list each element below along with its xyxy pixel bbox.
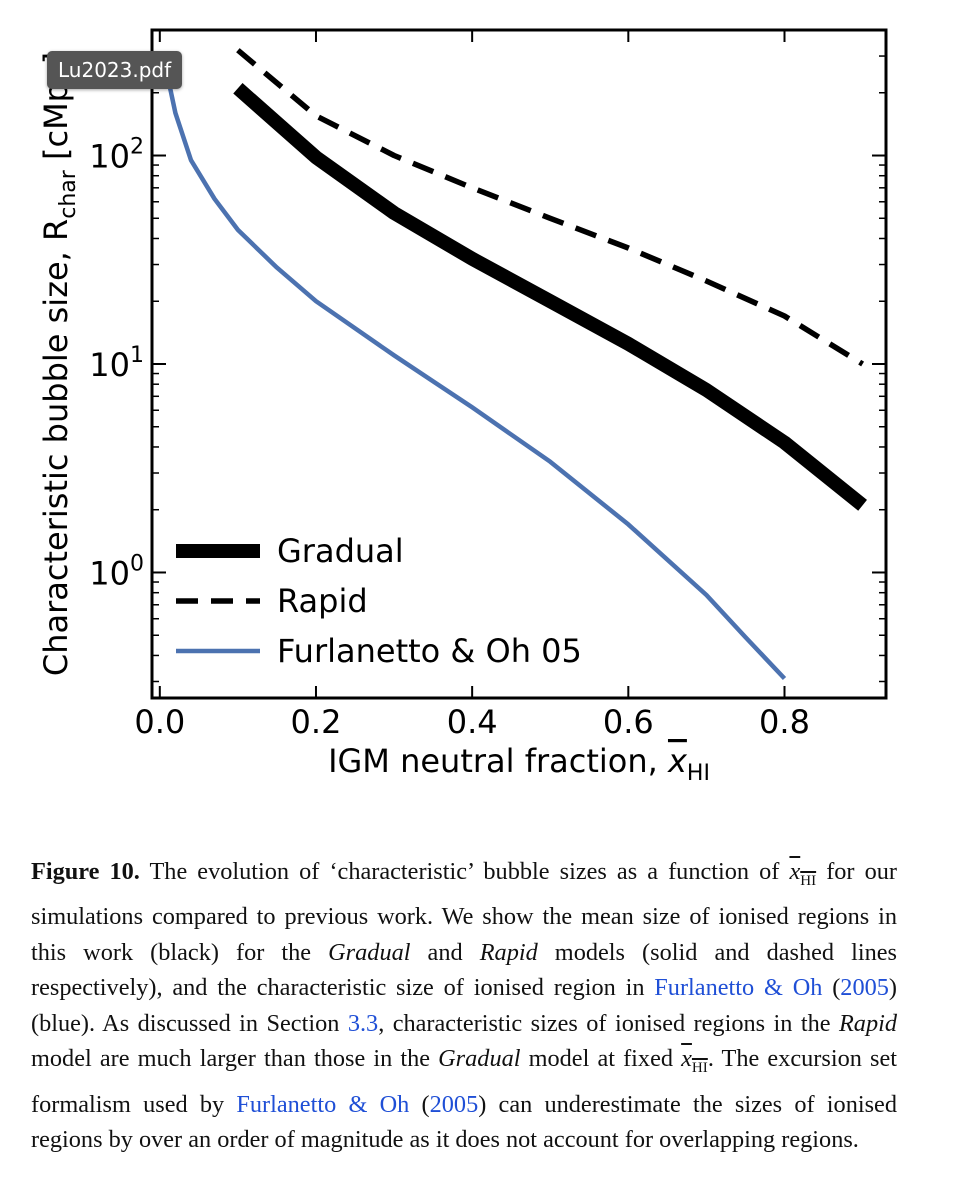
citation-link-year[interactable]: 2005: [840, 974, 889, 1002]
filename-tooltip: Lu2023.pdf: [47, 51, 183, 89]
legend-label: Furlanetto & Oh 05: [277, 632, 582, 670]
caption-text: model are much larger than those in the: [31, 1045, 439, 1073]
x-tick-label: 0.0: [134, 703, 185, 741]
caption-text: (: [409, 1090, 430, 1118]
caption-text: model at fixed: [520, 1045, 682, 1073]
x-tick-label: 0.6: [603, 703, 654, 741]
citation-link-year[interactable]: 2005: [429, 1090, 479, 1118]
caption-model-name: Rapid: [479, 938, 538, 966]
figure-caption: Figure 10. The evolution of ‘characteris…: [31, 854, 897, 1158]
caption-figure-label: Figure 10.: [31, 858, 140, 885]
chart-figure: 0.0 0.2 0.4 0.6 0.8 100 101 102 IGM neutral frac…: [37, 28, 888, 786]
caption-text: and: [410, 938, 480, 966]
caption-text: (blue). As discussed in Section: [31, 1009, 348, 1037]
y-tick-label: 102: [89, 135, 144, 176]
legend-label: Gradual: [277, 532, 404, 570]
series-line-2: [161, 55, 787, 681]
caption-text: models (solid and dashed lines respectiv…: [31, 938, 897, 1002]
caption-model-name: Gradual: [438, 1045, 521, 1073]
caption-text: , characteristic sizes of ionised region…: [378, 1009, 839, 1037]
caption-text: for our simulations compared to previous…: [31, 858, 897, 966]
caption-text: ): [478, 1090, 487, 1118]
caption-model-name: Gradual: [328, 938, 411, 966]
x-tick-label: 0.4: [447, 703, 498, 741]
citation-link-authors[interactable]: Furlanetto & Oh: [654, 974, 823, 1002]
caption-text: The evolution of ‘characteristic’ bubble…: [139, 858, 790, 885]
citation-link-authors[interactable]: Furlanetto & Oh: [236, 1090, 410, 1118]
x-tick-label: 0.2: [291, 703, 342, 741]
legend-label: Rapid: [277, 582, 368, 620]
caption-text: . The excursion set formalism used by: [31, 1045, 897, 1118]
caption-symbol: xHI: [789, 858, 817, 889]
series-line-0: [233, 83, 867, 511]
caption-text: ): [888, 974, 897, 1002]
x-axis-label: IGM neutral fraction, xHI: [328, 742, 710, 786]
section-link[interactable]: 3.3: [347, 1009, 379, 1037]
x-tick-label: 0.8: [759, 703, 810, 741]
plot-frame: [150, 28, 888, 700]
caption-text: (: [822, 974, 841, 1002]
y-axis-label: Characteristic bubble size, Rchar [cMpc]: [37, 52, 81, 676]
chart-svg: 0.0 0.2 0.4 0.6 0.8 100 101 102 IGM neutral frac…: [37, 28, 888, 786]
y-tick-label: 100: [89, 551, 144, 592]
caption-text: can underestimate the sizes of ionised r…: [31, 1090, 897, 1154]
caption-symbol: xHI: [681, 1045, 708, 1077]
series-line-1: [236, 48, 865, 367]
caption-model-name: Rapid: [838, 1009, 897, 1037]
y-tick-label: 101: [89, 343, 144, 384]
